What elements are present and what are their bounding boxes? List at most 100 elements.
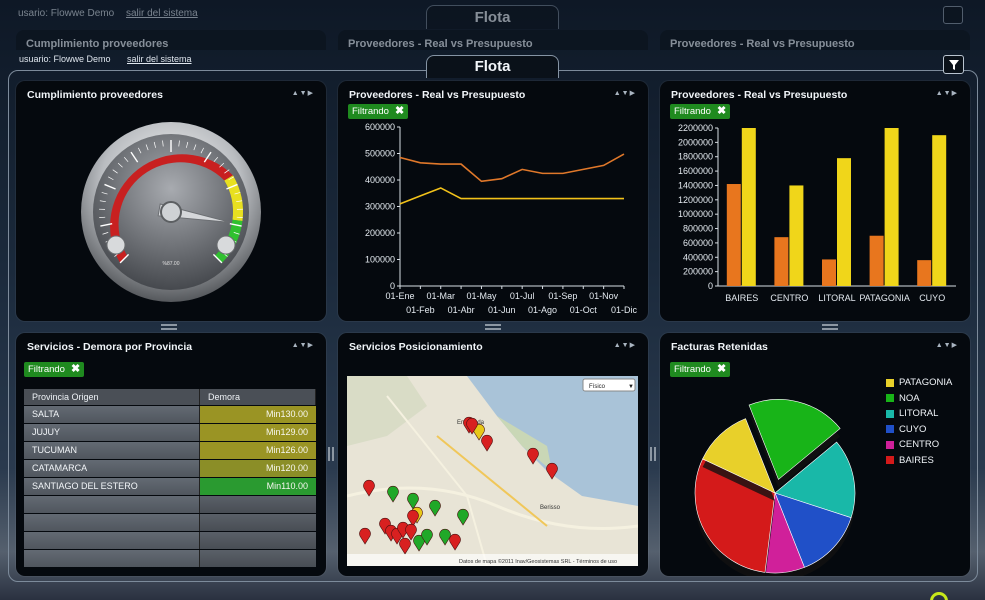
bar [917, 260, 932, 286]
line-chart: 0 100000 200000 300000 400000 500000 600000 01-… [365, 122, 638, 315]
gauge-tick [104, 183, 116, 190]
panel-controls-icon[interactable]: ▲▼▶ [935, 90, 958, 97]
x-tick-label: 01-Ago [528, 305, 557, 315]
x-tick-label: 01-Feb [406, 305, 435, 315]
map-marker-pin [546, 462, 558, 480]
chevron-down-icon: ▼ [628, 384, 634, 390]
column-splitter[interactable] [328, 447, 334, 461]
x-tick-label: 01-Mar [426, 291, 455, 301]
panel-controls-icon[interactable]: ▲▼▶ [613, 90, 636, 97]
map-place-label: Berisso [540, 505, 561, 511]
pie-slice [702, 418, 776, 494]
gauge-tick [100, 223, 113, 227]
logout-link[interactable]: salir del sistema [127, 54, 192, 64]
filter-chip[interactable]: Filtrando ✖ [670, 104, 731, 119]
legend-item[interactable]: CUYO [886, 424, 926, 435]
map-type-dropdown[interactable] [582, 378, 636, 392]
pie-chart-panel: Facturas Retenidas ▲▼▶ Filtrando ✖ [660, 333, 970, 576]
panel-title: Cumplimiento proveedores [27, 89, 163, 101]
filter-chip[interactable]: Filtrando ✖ [670, 362, 731, 377]
gauge-tick [138, 147, 142, 154]
terrain-area [347, 376, 427, 446]
x-tick-label: 01-Oct [570, 305, 598, 315]
y-tick-label: 1800000 [678, 152, 713, 162]
row-splitter[interactable] [822, 324, 838, 330]
table-row[interactable]: SANTIAGO DEL ESTERO Min110.00 [24, 478, 316, 495]
close-icon[interactable]: ✖ [716, 105, 727, 117]
gauge-tick [193, 144, 197, 151]
y-tick-label: 2200000 [678, 123, 713, 133]
gauge-tick [145, 144, 149, 151]
x-tick-label: 01-Jul [510, 291, 535, 301]
delay-table: Provincia Origen Demora SALTA Min130.00 JU… [24, 389, 316, 567]
cell-demora: Min120.00 [200, 460, 316, 477]
table-row[interactable]: CATAMARCA Min120.00 [24, 460, 316, 477]
gauge-tick [200, 147, 204, 154]
gauge-tick [130, 151, 139, 163]
panel-controls-icon[interactable]: ▲▼▶ [935, 342, 958, 349]
close-icon[interactable]: ✖ [716, 363, 727, 375]
empty-cell [24, 514, 200, 531]
panel-controls-icon[interactable]: ▲▼▶ [291, 342, 314, 349]
legend-item[interactable]: LITORAL [886, 408, 938, 419]
gauge-panel: Cumplimiento proveedores ▲▼▶ %87.00 [16, 81, 326, 321]
y-tick-label: 0 [390, 281, 395, 291]
category-label: BAIRES [725, 293, 758, 303]
cell-provincia: CATAMARCA [24, 460, 200, 477]
row-splitter[interactable] [161, 324, 177, 330]
y-tick-label: 0 [708, 281, 713, 291]
table-header: Provincia Origen Demora [24, 389, 316, 405]
filter-button[interactable] [943, 55, 964, 74]
close-icon[interactable]: ✖ [70, 363, 81, 375]
harbor-area [497, 416, 552, 471]
table-row[interactable]: TUCUMAN Min126.00 [24, 442, 316, 459]
filter-chip[interactable]: Filtrando ✖ [24, 362, 85, 377]
panel-controls-icon[interactable]: ▲▼▶ [291, 90, 314, 97]
empty-table-row [24, 514, 316, 531]
gauge-tick [178, 140, 180, 147]
filter-chip[interactable]: Filtrando ✖ [348, 104, 409, 119]
map-marker-pin [399, 537, 411, 555]
column-splitter[interactable] [650, 447, 656, 461]
bar-chart: 0 200000 400000 600000 800000 1000000 1200000 1… [678, 123, 956, 303]
user-label: usuario: Flowwe Demo [19, 54, 111, 64]
y-tick-label: 800000 [683, 224, 713, 234]
empty-cell [24, 532, 200, 549]
gauge-tick [219, 162, 225, 168]
y-tick-label: 400000 [683, 252, 713, 262]
x-tick-label: 01-Jun [488, 305, 516, 315]
map-type-label: Físico [589, 384, 606, 390]
legend-item[interactable]: BAIRES [886, 455, 934, 466]
category-label: CENTRO [770, 293, 808, 303]
ghost-panel-title: Proveedores - Real vs Presupuesto [660, 30, 970, 50]
panel-controls-icon[interactable]: ▲▼▶ [613, 342, 636, 349]
x-tick-label: 01-Dic [611, 305, 638, 315]
table-row[interactable]: JUJUY Min129.00 [24, 424, 316, 441]
bar [789, 185, 804, 286]
cell-demora: Min129.00 [200, 424, 316, 441]
map-marker-pin [421, 528, 433, 546]
cell-demora: Min130.00 [200, 406, 316, 423]
legend-item[interactable]: NOA [886, 393, 920, 404]
gauge-tick [117, 162, 123, 168]
y-tick-label: 1600000 [678, 166, 713, 176]
gauge-tick [236, 200, 243, 203]
table-row[interactable]: SALTA Min130.00 [24, 406, 316, 423]
row-splitter[interactable] [485, 324, 501, 330]
legend-item[interactable]: CENTRO [886, 439, 939, 450]
map-marker-pin [379, 517, 391, 535]
column-header-provincia[interactable]: Provincia Origen [24, 389, 200, 405]
gauge-tick [228, 176, 234, 181]
category-label: LITORAL [818, 293, 855, 303]
empty-table-row [24, 496, 316, 513]
bar [869, 235, 884, 286]
map-view[interactable]: Físico ▼ Ensenada Berisso Datos de mapa … [347, 376, 638, 566]
map-marker-pin [359, 527, 371, 545]
gauge-tick [212, 253, 223, 264]
cell-provincia: SALTA [24, 406, 200, 423]
legend-item[interactable]: PATAGONIA [886, 377, 952, 388]
column-header-demora[interactable]: Demora [200, 389, 316, 405]
close-icon[interactable]: ✖ [394, 105, 405, 117]
ghost-filter-icon [943, 6, 963, 24]
y-tick-label: 300000 [365, 202, 395, 212]
